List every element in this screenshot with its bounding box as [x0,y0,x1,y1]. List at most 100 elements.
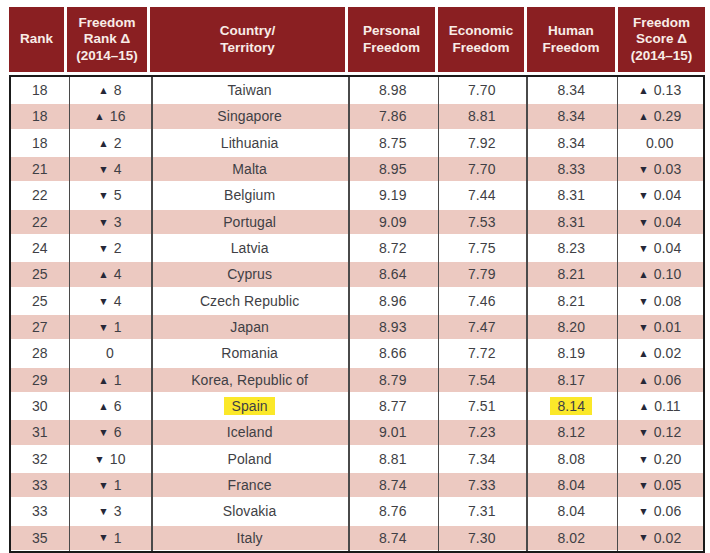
cell-score-change: ▼0.04 [616,183,703,207]
cell-personal: 8.76 [348,499,437,523]
cell-score-change: ▼0.05 [616,473,703,497]
cell-country: France [151,473,348,497]
cell-economic: 7.53 [438,210,527,234]
up-triangle-icon: ▲ [638,84,649,95]
cell-rank: 21 [11,157,69,181]
cell-country: Belgium [151,183,348,207]
cell-country: Poland [151,447,348,471]
cell-economic: 7.47 [438,315,527,339]
down-triangle-icon: ▼ [98,295,109,306]
cell-economic: 7.23 [438,420,527,444]
table-row: 18 ▲16 Singapore 7.86 8.81 8.34 ▲0.29 [11,103,703,129]
cell-economic: 7.54 [438,368,527,392]
table-row: 18 ▲8 Taiwan 8.98 7.70 8.34 ▲0.13 [11,77,703,103]
cell-personal: 7.86 [348,104,437,128]
cell-score-change: 0.00 [616,131,703,155]
cell-country: Latvia [151,236,348,260]
up-triangle-icon: ▲ [638,269,649,280]
cell-economic: 7.46 [438,289,527,313]
cell-rank-change: ▼1 [69,526,152,550]
down-triangle-icon: ▼ [638,242,649,253]
cell-rank-change: ▼1 [69,315,152,339]
table-row: 32 ▼10 Poland 8.81 7.34 8.08 ▼0.20 [11,446,703,472]
cell-score-change: ▲0.13 [616,78,703,102]
cell-personal: 8.96 [348,289,437,313]
cell-economic: 7.51 [438,394,527,418]
column-divider [617,77,619,551]
table-row: 33 ▼1 France 8.74 7.33 8.04 ▼0.05 [11,472,703,498]
cell-personal: 8.79 [348,368,437,392]
cell-economic: 7.72 [438,341,527,365]
cell-rank-change: ▼3 [69,210,152,234]
cell-rank-change: ▲8 [69,78,152,102]
freedom-index-table: Rank Freedom Rank Δ (2014–15) Country/ T… [9,7,705,553]
cell-personal: 9.19 [348,183,437,207]
cell-country: Lithuania [151,131,348,155]
up-triangle-icon: ▲ [638,348,649,359]
cell-score-change: ▼0.04 [616,210,703,234]
down-triangle-icon: ▼ [98,532,109,543]
cell-country: Spain [151,394,348,418]
cell-rank-change: ▲1 [69,368,152,392]
cell-score-change: ▼0.03 [616,157,703,181]
cell-human: 8.14 [526,394,616,418]
cell-rank: 33 [11,499,69,523]
cell-rank: 33 [11,473,69,497]
header-cell-human: Human Freedom [527,7,618,72]
down-triangle-icon: ▼ [638,216,649,227]
down-triangle-icon: ▼ [638,163,649,174]
cell-economic: 8.81 [438,104,527,128]
cell-country: Czech Republic [151,289,348,313]
column-divider [526,77,528,551]
cell-human: 8.04 [526,473,616,497]
cell-personal: 8.81 [348,447,437,471]
cell-rank: 29 [11,368,69,392]
down-triangle-icon: ▼ [94,453,105,464]
cell-human: 8.17 [526,368,616,392]
table-row: 24 ▼2 Latvia 8.72 7.75 8.23 ▼0.04 [11,235,703,261]
down-triangle-icon: ▼ [638,295,649,306]
cell-rank: 24 [11,236,69,260]
table-row: 21 ▼4 Malta 8.95 7.70 8.33 ▼0.03 [11,156,703,182]
up-triangle-icon: ▲ [638,374,649,385]
cell-human: 8.19 [526,341,616,365]
down-triangle-icon: ▼ [98,216,109,227]
down-triangle-icon: ▼ [638,506,649,517]
cell-economic: 7.33 [438,473,527,497]
cell-human: 8.20 [526,315,616,339]
cell-human: 8.33 [526,157,616,181]
table-header-row: Rank Freedom Rank Δ (2014–15) Country/ T… [9,7,705,72]
down-triangle-icon: ▼ [98,479,109,490]
cell-score-change: ▼0.12 [616,420,703,444]
cell-personal: 8.74 [348,473,437,497]
down-triangle-icon: ▼ [98,321,109,332]
cell-score-change: ▲0.11 [616,394,703,418]
cell-personal: 9.09 [348,210,437,234]
cell-rank: 32 [11,447,69,471]
table-row: 25 ▼4 Czech Republic 8.96 7.46 8.21 ▼0.0… [11,288,703,314]
cell-rank-change: ▼10 [69,447,152,471]
table-row: 29 ▲1 Korea, Republic of 8.79 7.54 8.17 … [11,367,703,393]
cell-rank: 27 [11,315,69,339]
cell-personal: 8.98 [348,78,437,102]
cell-personal: 8.64 [348,262,437,286]
cell-economic: 7.30 [438,526,527,550]
cell-economic: 7.75 [438,236,527,260]
cell-rank-change: ▲6 [69,394,152,418]
cell-rank: 30 [11,394,69,418]
cell-rank-change: ▼6 [69,420,152,444]
cell-economic: 7.44 [438,183,527,207]
down-triangle-icon: ▼ [638,532,649,543]
down-triangle-icon: ▼ [638,479,649,490]
cell-personal: 8.95 [348,157,437,181]
table-row: 18 ▲2 Lithuania 8.75 7.92 8.34 0.00 [11,130,703,156]
cell-country: Romania [151,341,348,365]
table-row: 25 ▲4 Cyprus 8.64 7.79 8.21 ▲0.10 [11,261,703,287]
column-divider [348,77,350,551]
table-row: 30 ▲6 Spain 8.77 7.51 8.14 ▲0.11 [11,393,703,419]
cell-personal: 8.66 [348,341,437,365]
cell-country: Cyprus [151,262,348,286]
down-triangle-icon: ▼ [638,453,649,464]
cell-human: 8.12 [526,420,616,444]
cell-rank-change: ▲4 [69,262,152,286]
